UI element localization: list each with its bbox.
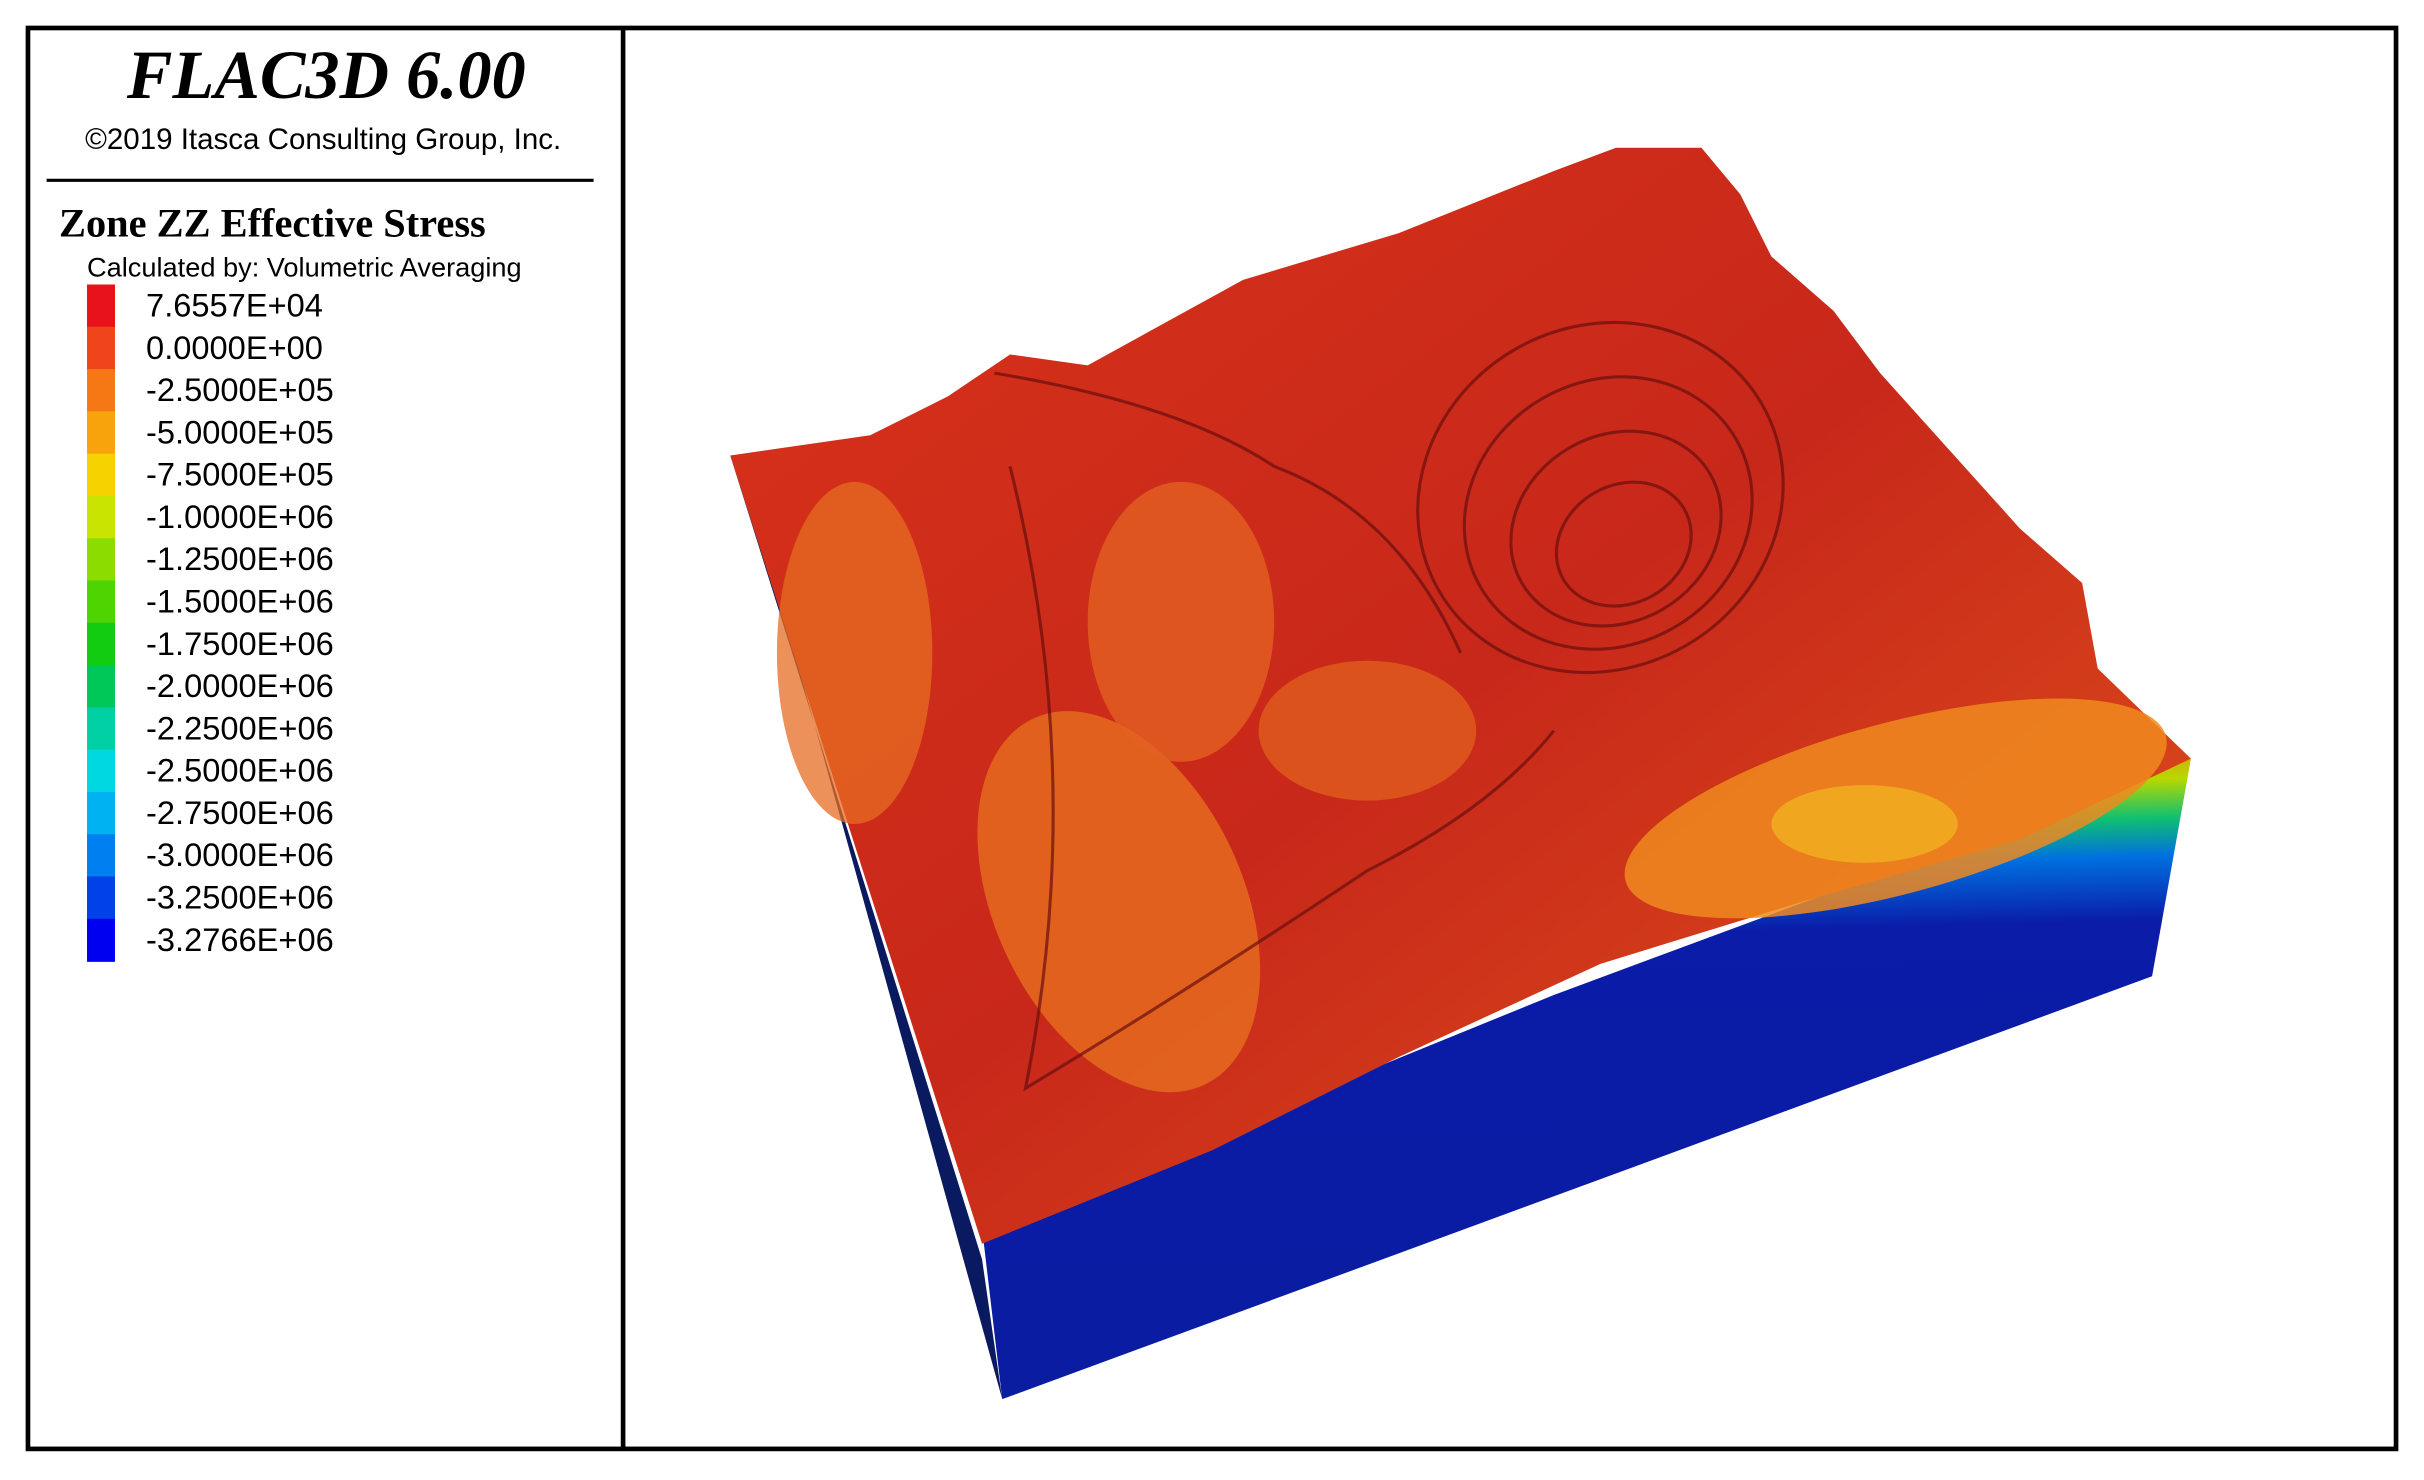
surface-region: [776, 481, 933, 824]
pit-contours: [994, 320, 1785, 1092]
copyright: ©2019 Itasca Consulting Group, Inc.: [85, 123, 561, 156]
app-title: FLAC3D 6.00: [126, 37, 526, 113]
legend-label: -7.5000E+05: [146, 456, 334, 493]
legend-label: -2.7500E+06: [146, 794, 334, 831]
legend-swatch: [87, 495, 115, 539]
surface-region: [1258, 660, 1477, 801]
legend-swatch: [87, 580, 115, 624]
legend-label: -2.5000E+05: [146, 371, 334, 408]
legend-swatch: [87, 791, 115, 835]
legend-swatch: [87, 369, 115, 413]
legend-swatch: [87, 918, 115, 962]
legend: 7.6557E+04 0.0000E+00 -2.5000E+05 -5.0000E+…: [87, 284, 334, 962]
legend-swatch: [87, 284, 115, 328]
legend-swatch: [87, 665, 115, 709]
legend-label: -5.0000E+05: [146, 413, 334, 450]
legend-swatch: [87, 538, 115, 582]
legend-swatch: [87, 622, 115, 666]
surface-region: [1771, 785, 1958, 863]
legend-title: Zone ZZ Effective Stress: [59, 200, 486, 245]
legend-label: -1.0000E+06: [146, 498, 334, 535]
legend-swatch: [87, 411, 115, 455]
legend-label: -1.5000E+06: [146, 583, 334, 620]
legend-label: 0.0000E+00: [146, 329, 323, 366]
front-face: [982, 758, 2191, 1400]
model-view: [730, 147, 2191, 1400]
legend-swatch: [87, 749, 115, 793]
legend-label: -2.0000E+06: [146, 667, 334, 704]
legend-label: -2.2500E+06: [146, 709, 334, 746]
legend-subtitle: Calculated by: Volumetric Averaging: [87, 252, 522, 283]
legend-label: -3.2500E+06: [146, 879, 334, 916]
legend-label: -3.0000E+06: [146, 836, 334, 873]
legend-label: -1.2500E+06: [146, 540, 334, 577]
surface-region: [977, 711, 1261, 1093]
legend-swatch: [87, 834, 115, 878]
legend-label: 7.6557E+04: [146, 287, 323, 324]
legend-swatch: [87, 876, 115, 920]
legend-swatch: [87, 453, 115, 497]
legend-label: -2.5000E+06: [146, 752, 334, 789]
legend-label: -1.7500E+06: [146, 625, 334, 662]
legend-swatch: [87, 326, 115, 370]
legend-swatch: [87, 707, 115, 751]
legend-label: -3.2766E+06: [146, 921, 334, 958]
surface-region: [1087, 481, 1275, 762]
